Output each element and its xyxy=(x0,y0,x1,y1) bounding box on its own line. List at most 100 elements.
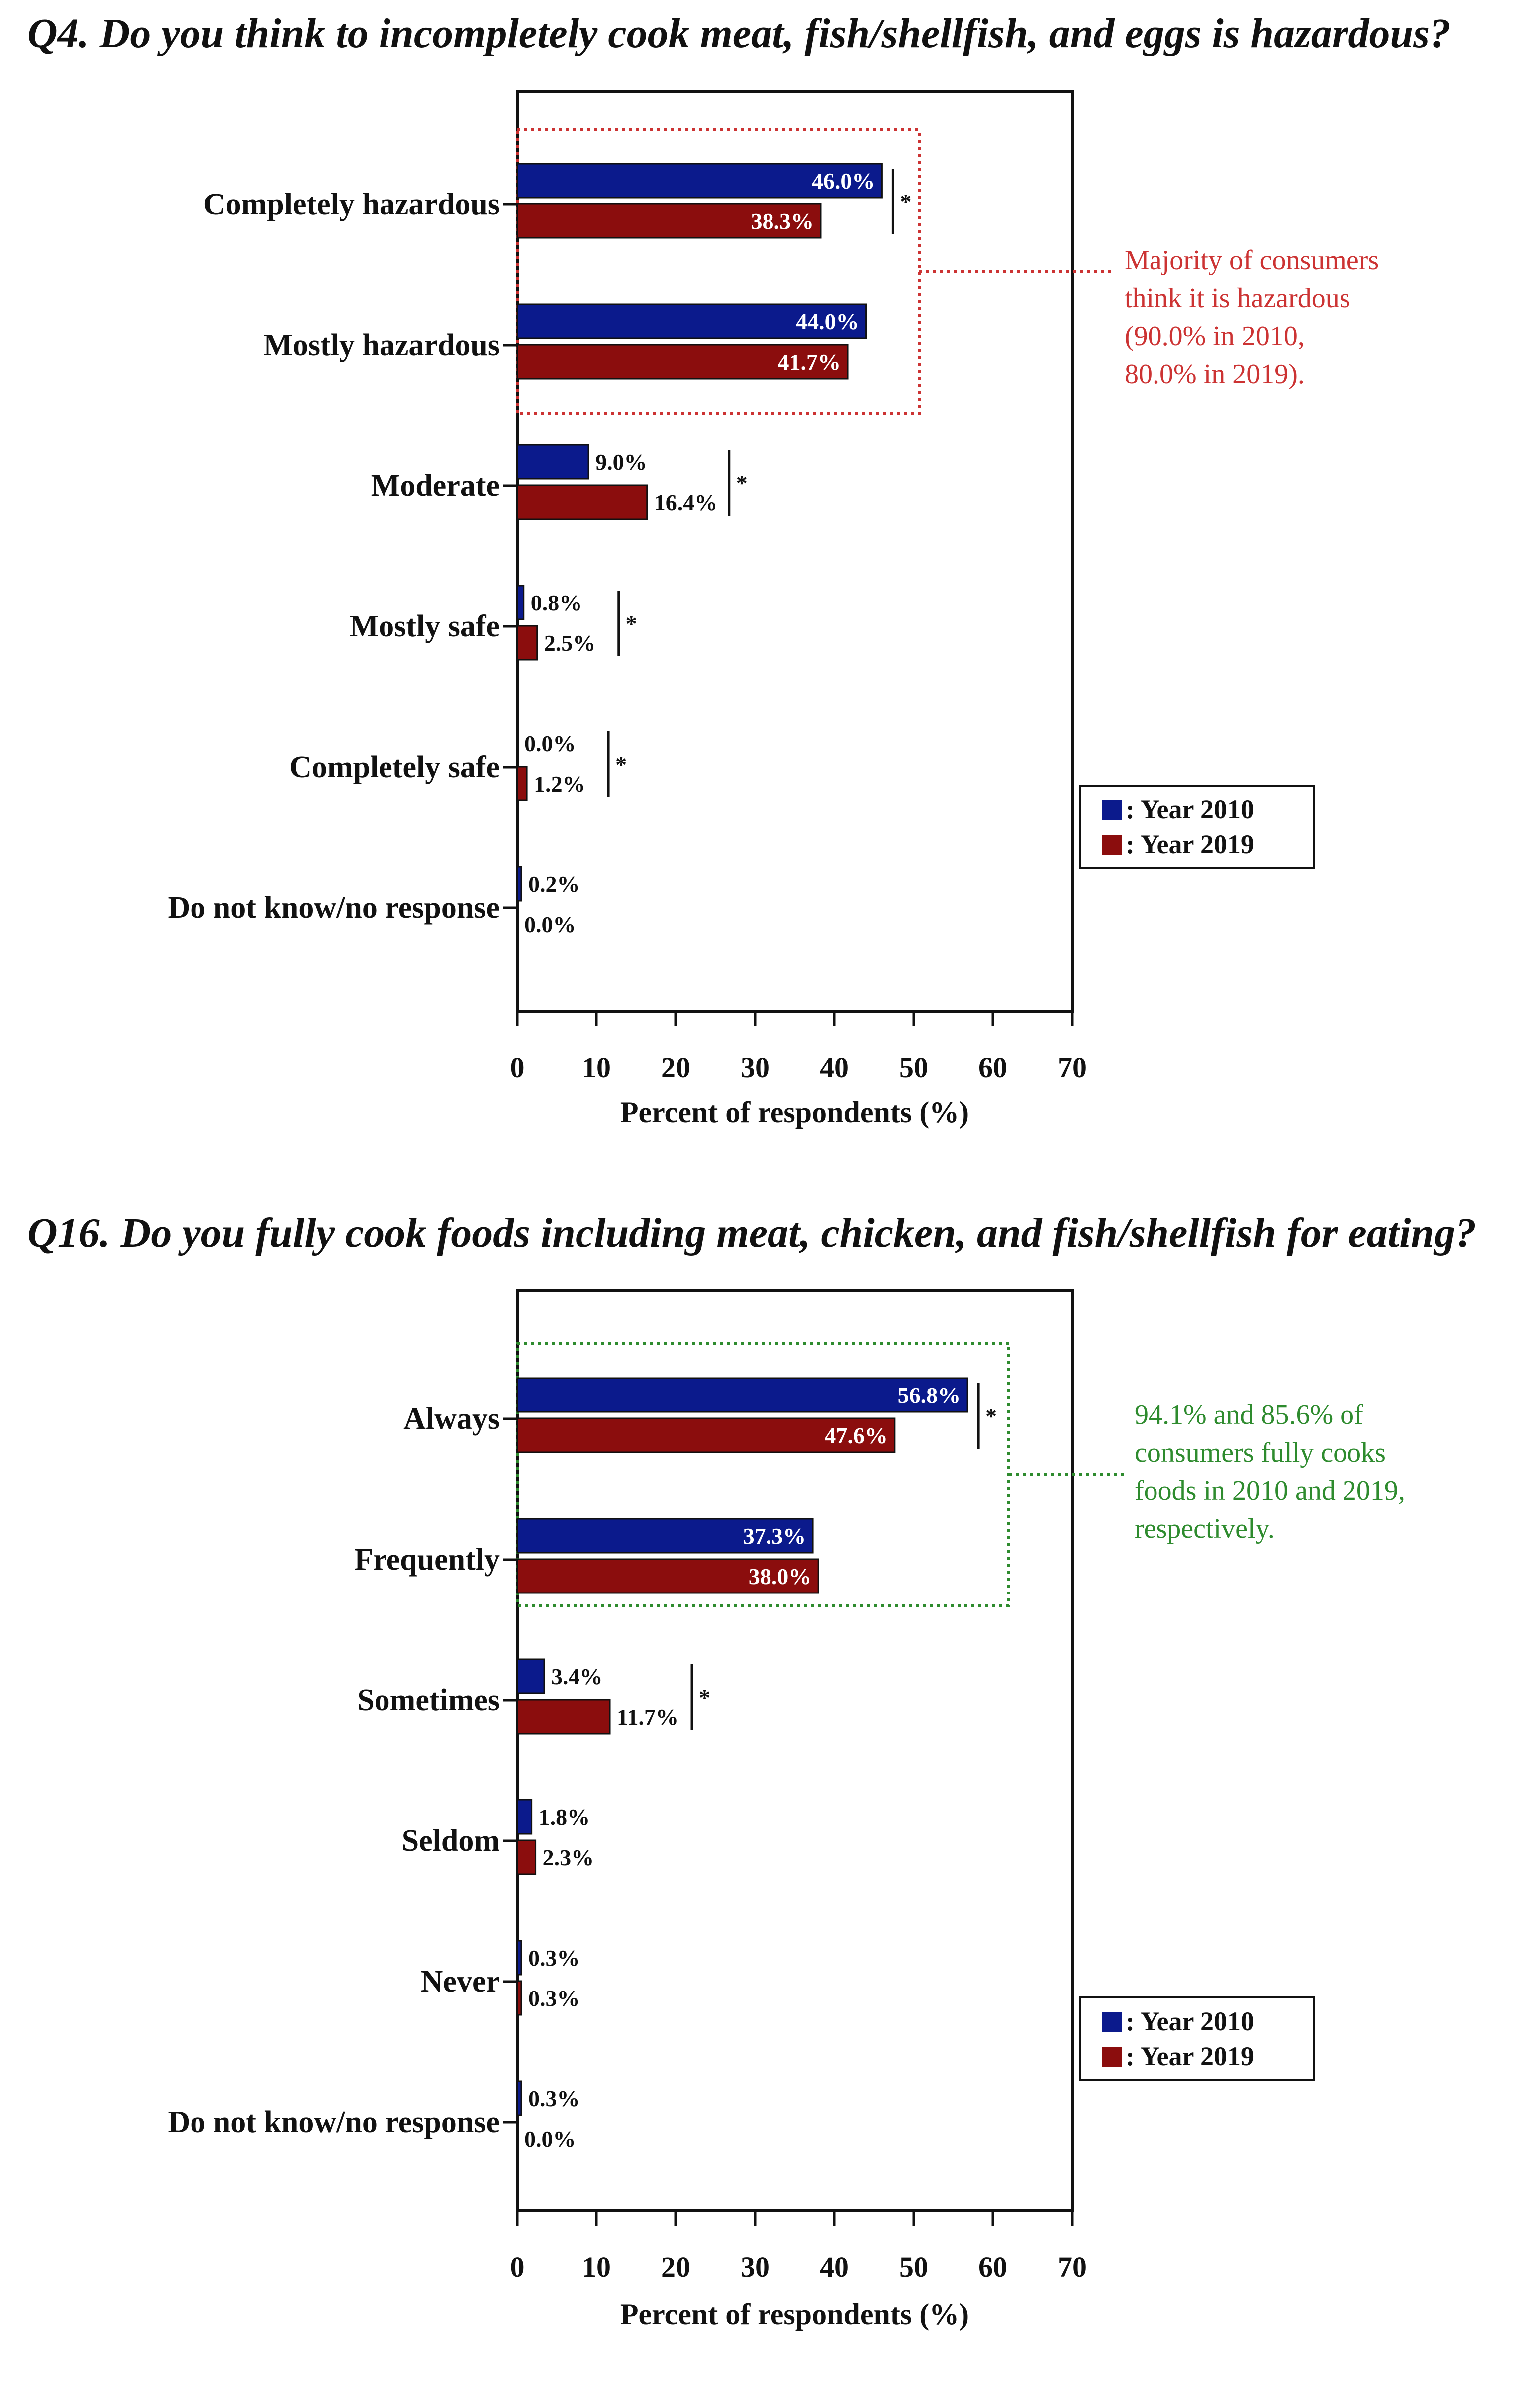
data-label: 2.3% xyxy=(543,1845,594,1870)
data-label: 0.2% xyxy=(528,871,580,897)
bar-2010 xyxy=(516,444,589,480)
chart-title: Q16. Do you fully cook foods including m… xyxy=(27,1210,1476,1256)
category-label: Always xyxy=(403,1402,500,1436)
data-label: 0.8% xyxy=(531,590,582,615)
bar-2019 xyxy=(516,766,528,801)
bar-2010 xyxy=(516,163,883,199)
legend-swatch-2010 xyxy=(1102,2012,1122,2032)
category-label: Completely hazardous xyxy=(203,188,500,221)
x-tick-label: 10 xyxy=(582,1051,611,1084)
legend-label: : Year 2010 xyxy=(1126,2006,1254,2036)
bar-2010 xyxy=(516,303,867,339)
legend-swatch-2019 xyxy=(1102,835,1122,855)
data-label: 44.0% xyxy=(796,309,859,334)
significance-star: * xyxy=(699,1685,710,1710)
data-label: 0.0% xyxy=(524,731,576,756)
category-label: Completely safe xyxy=(289,750,500,784)
legend-swatch-2010 xyxy=(1102,800,1122,820)
category-label: Mostly safe xyxy=(350,609,500,643)
bar-2019 xyxy=(516,625,538,661)
bar-2019 xyxy=(516,1980,522,2016)
bar-2019 xyxy=(516,344,849,380)
annotation-text: think it is hazardous xyxy=(1125,283,1350,314)
bar-2010 xyxy=(516,1799,533,1835)
data-label: 0.3% xyxy=(528,1986,580,2011)
bar-2019 xyxy=(516,1417,896,1453)
x-tick-label: 20 xyxy=(661,2251,690,2283)
data-label: 37.3% xyxy=(743,1523,806,1549)
category-label: Sometimes xyxy=(357,1683,500,1717)
significance-star: * xyxy=(736,470,748,496)
data-label: 46.0% xyxy=(812,168,875,194)
x-tick-label: 30 xyxy=(741,2251,770,2283)
data-label: 0.3% xyxy=(528,1945,580,1971)
chart-panel-1: Q4. Do you think to incompletely cook me… xyxy=(27,10,1451,1129)
x-tick-label: 0 xyxy=(510,2251,525,2283)
category-label: Frequently xyxy=(354,1543,500,1577)
bar-2019 xyxy=(516,1699,611,1735)
chart-title: Q4. Do you think to incompletely cook me… xyxy=(27,10,1451,57)
x-axis-label: Percent of respondents (%) xyxy=(620,1096,969,1129)
annotation-text: 94.1% and 85.6% of xyxy=(1135,1399,1363,1430)
data-label: 3.4% xyxy=(551,1664,603,1689)
annotation-text: foods in 2010 and 2019, xyxy=(1135,1475,1405,1506)
bar-2010 xyxy=(516,1377,968,1413)
data-label: 0.3% xyxy=(528,2086,580,2111)
x-tick-label: 50 xyxy=(899,2251,928,2283)
legend-label: : Year 2010 xyxy=(1126,795,1254,824)
bar-2010 xyxy=(516,1658,545,1694)
x-tick-label: 40 xyxy=(820,1051,849,1084)
data-label: 1.2% xyxy=(534,771,585,797)
annotation-text: respectively. xyxy=(1135,1513,1275,1544)
significance-star: * xyxy=(985,1403,997,1429)
bar-2019 xyxy=(516,484,648,520)
annotation-text: consumers fully cooks xyxy=(1135,1437,1386,1468)
significance-star: * xyxy=(615,752,627,777)
annotation-text: 80.0% in 2019). xyxy=(1125,359,1305,390)
data-label: 38.3% xyxy=(751,208,814,234)
bar-2010 xyxy=(516,2080,522,2116)
x-tick-label: 60 xyxy=(978,2251,1007,2283)
data-label: 1.8% xyxy=(539,1804,590,1830)
legend-label: : Year 2019 xyxy=(1126,2041,1254,2071)
bar-2010 xyxy=(516,1518,814,1554)
data-label: 0.0% xyxy=(524,2126,576,2152)
bar-2019 xyxy=(516,1558,819,1594)
data-label: 16.4% xyxy=(654,490,718,515)
significance-star: * xyxy=(900,189,911,214)
category-label: Never xyxy=(421,1965,500,1998)
bar-2019 xyxy=(516,1839,537,1875)
category-label: Mostly hazardous xyxy=(263,328,500,362)
data-label: 2.5% xyxy=(544,630,596,656)
data-label: 56.8% xyxy=(898,1383,961,1408)
x-tick-label: 40 xyxy=(820,2251,849,2283)
highlight-box xyxy=(516,128,921,415)
bar-2010 xyxy=(516,585,525,620)
x-tick-label: 70 xyxy=(1058,1051,1087,1084)
bar-2010 xyxy=(516,1940,522,1976)
x-tick-label: 30 xyxy=(741,1051,770,1084)
legend-swatch-2019 xyxy=(1102,2047,1122,2067)
annotation-text: (90.0% in 2010, xyxy=(1125,321,1305,352)
x-tick-label: 60 xyxy=(978,1051,1007,1084)
data-label: 9.0% xyxy=(595,449,647,475)
significance-star: * xyxy=(626,611,637,636)
legend-label: : Year 2019 xyxy=(1126,829,1254,859)
data-label: 0.0% xyxy=(524,912,576,937)
x-tick-label: 20 xyxy=(661,1051,690,1084)
data-label: 38.0% xyxy=(749,1564,812,1589)
data-label: 11.7% xyxy=(617,1704,679,1730)
category-label: Do not know/no response xyxy=(168,891,500,925)
category-label: Seldom xyxy=(402,1824,500,1858)
data-label: 41.7% xyxy=(778,349,841,375)
bar-2010 xyxy=(516,866,522,902)
data-label: 47.6% xyxy=(824,1423,888,1448)
plot-frame xyxy=(516,90,1074,1013)
category-label: Moderate xyxy=(371,469,500,503)
annotation-text: Majority of consumers xyxy=(1125,245,1379,276)
x-tick-label: 10 xyxy=(582,2251,611,2283)
x-axis-label: Percent of respondents (%) xyxy=(620,2298,969,2331)
x-tick-label: 0 xyxy=(510,1051,525,1084)
category-label: Do not know/no response xyxy=(168,2105,500,2139)
